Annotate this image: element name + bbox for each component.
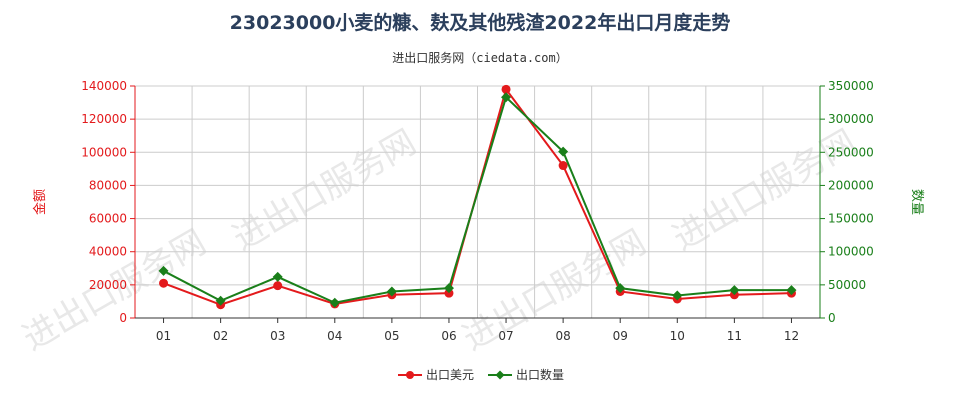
y-right-tick-label: 50000 xyxy=(828,278,866,292)
quantity-point xyxy=(501,92,512,103)
quantity-point xyxy=(272,271,283,282)
legend-marker-quantity xyxy=(495,370,505,380)
x-tick-label: 04 xyxy=(327,329,342,343)
x-tick-label: 08 xyxy=(555,329,570,343)
x-tick-label: 12 xyxy=(784,329,799,343)
y-left-axis-label: 金额 xyxy=(32,189,48,215)
y-left-tick-label: 40000 xyxy=(89,245,127,259)
quantity-point xyxy=(158,265,169,276)
series-line-2 xyxy=(163,95,792,304)
y-left-tick-label: 60000 xyxy=(89,212,127,226)
quantity-point xyxy=(329,297,340,308)
quantity-point xyxy=(215,295,226,306)
y-right-tick-label: 100000 xyxy=(828,245,874,259)
amount-point xyxy=(501,84,511,94)
y-left-tick-label: 140000 xyxy=(81,79,127,93)
quantity-point xyxy=(786,285,797,296)
x-tick-label: 02 xyxy=(213,329,228,343)
quantity-point xyxy=(615,283,626,294)
x-tick-label: 03 xyxy=(270,329,285,343)
x-tick-label: 07 xyxy=(498,329,513,343)
y-left-tick-label: 100000 xyxy=(81,145,127,159)
y-right-axis-label: 数量 xyxy=(909,189,924,215)
legend-label-1: 出口美元 xyxy=(426,368,474,382)
quantity-point xyxy=(558,146,569,157)
chart-subtitle: 进出口服务网（ciedata.com） xyxy=(392,51,568,65)
watermark-text: 进出口服务网 xyxy=(226,122,423,259)
amount-point xyxy=(273,281,283,291)
y-right-tick-label: 200000 xyxy=(828,178,874,192)
x-tick-label: 09 xyxy=(613,329,628,343)
chart-title: 23023000小麦的糠、麸及其他残渣2022年出口月度走势 xyxy=(229,12,731,34)
legend-label-2: 出口数量 xyxy=(516,367,564,382)
y-left-tick-label: 20000 xyxy=(89,278,127,292)
quantity-point xyxy=(443,283,454,294)
x-tick-label: 11 xyxy=(727,329,742,343)
x-tick-label: 10 xyxy=(670,329,685,343)
y-left-tick-label: 0 xyxy=(119,311,127,325)
quantity-point xyxy=(729,285,740,296)
quantity-point xyxy=(386,286,397,297)
y-right-tick-label: 0 xyxy=(828,311,836,325)
y-right-tick-label: 300000 xyxy=(828,112,874,126)
legend-marker-amount xyxy=(406,371,414,379)
y-left-tick-label: 120000 xyxy=(81,112,127,126)
x-tick-label: 01 xyxy=(156,329,171,343)
y-right-tick-label: 150000 xyxy=(828,212,874,226)
quantity-point xyxy=(672,290,683,301)
amount-point xyxy=(159,278,169,288)
y-right-tick-label: 350000 xyxy=(828,79,874,93)
y-right-tick-label: 250000 xyxy=(828,145,874,159)
y-left-tick-label: 80000 xyxy=(89,178,127,192)
x-tick-label: 06 xyxy=(441,329,456,343)
x-tick-label: 05 xyxy=(384,329,399,343)
amount-point xyxy=(558,161,568,171)
